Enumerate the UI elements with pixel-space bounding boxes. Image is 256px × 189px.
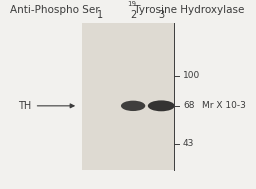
Text: 43: 43 (183, 139, 194, 148)
Bar (82, 23, 174, 170)
Ellipse shape (121, 101, 145, 111)
Text: Tyrosine Hydroxylase: Tyrosine Hydroxylase (131, 5, 245, 15)
Text: 1: 1 (97, 10, 103, 20)
Ellipse shape (148, 100, 175, 111)
Text: TH: TH (18, 101, 31, 111)
Text: 3: 3 (158, 10, 164, 20)
Text: 68: 68 (183, 101, 195, 110)
Text: Anti-Phospho Ser: Anti-Phospho Ser (10, 5, 100, 15)
Text: 19: 19 (127, 1, 136, 7)
Text: 2: 2 (130, 10, 136, 20)
Text: 100: 100 (183, 71, 200, 80)
Text: Mr X 10-3: Mr X 10-3 (202, 101, 246, 110)
